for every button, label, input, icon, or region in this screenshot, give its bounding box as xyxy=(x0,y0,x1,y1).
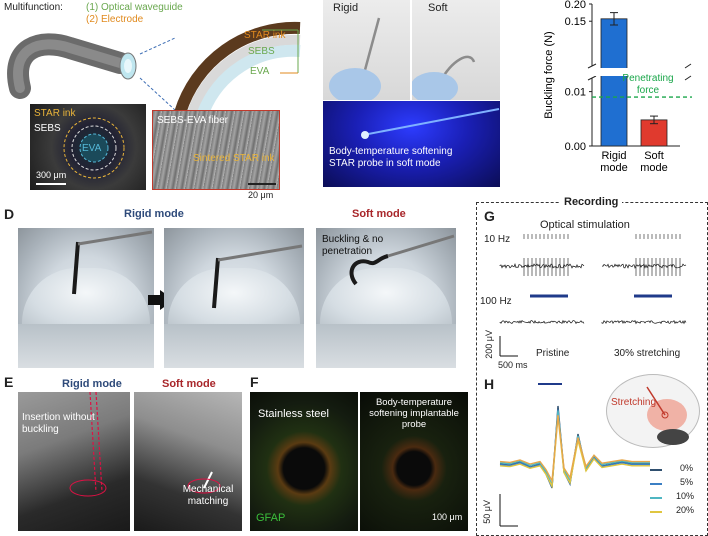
rigid-label: Rigid xyxy=(333,2,359,14)
f-right-label: Body-temperature softening implantable p… xyxy=(369,397,459,430)
cond-stretching: 30% stretching xyxy=(614,348,681,359)
legend-label-3: 20% xyxy=(676,505,695,515)
c-threshold-label: Penetrating xyxy=(622,73,673,84)
photo-soft-probe: Soft xyxy=(412,0,500,100)
c-x-tick-label: Soft xyxy=(644,150,664,162)
micro-label-sebs: SEBS xyxy=(34,123,61,134)
panel-letter-g: G xyxy=(484,208,495,224)
h-scale-voltage: 50 μV xyxy=(482,500,492,524)
e-photo-soft: Mechanical matching xyxy=(134,392,242,531)
e-left-text: Insertion without buckling xyxy=(22,412,95,435)
e-photo-rigid: Insertion without buckling xyxy=(18,392,130,531)
c-y-tick-label: 0.15 xyxy=(565,16,586,28)
h-waveform xyxy=(499,416,650,489)
d-soft-title: Soft mode xyxy=(352,208,406,220)
e-right-text: Mechanical matching xyxy=(182,484,234,507)
micro-label-eva: EVA xyxy=(82,143,102,154)
legend-label-0: 0% xyxy=(680,463,694,473)
rate-10hz: 10 Hz xyxy=(484,234,511,245)
c-y-tick-label: 0.01 xyxy=(565,87,586,99)
g-trace-100hz-pristine xyxy=(499,319,585,325)
legend-label-1: 5% xyxy=(680,477,694,487)
d-photo-1 xyxy=(18,228,154,368)
h-waveform xyxy=(499,415,650,484)
rate-100hz: 100 Hz xyxy=(480,296,512,307)
micro-label-fiber: SEBS-EVA fiber xyxy=(157,115,228,126)
legend-swatch-1 xyxy=(650,483,662,485)
f-stain-label: GFAP xyxy=(256,512,286,524)
cond-pristine: Pristine xyxy=(536,348,570,359)
c-axis-break-mark xyxy=(684,63,692,69)
c-threshold-label: force xyxy=(637,85,660,96)
mouse-inset: Stretching xyxy=(606,374,700,448)
blue-probe-caption: Body-temperature softening STAR probe in… xyxy=(329,146,453,169)
photo-rigid-probe: Rigid xyxy=(323,0,410,100)
stim-title: Optical stimulation xyxy=(540,219,630,231)
recording-traces xyxy=(499,234,687,357)
legend-swatch-2 xyxy=(650,497,662,499)
layer-sebs: SEBS xyxy=(248,46,275,57)
c-bar xyxy=(600,18,628,147)
legend-swatch-0 xyxy=(650,469,662,471)
e-rigid-title: Rigid mode xyxy=(62,378,122,390)
legend-swatch-3 xyxy=(650,511,662,513)
f-scale-label: 100 μm xyxy=(432,512,463,522)
soft-label: Soft xyxy=(428,2,448,14)
c-y-tick-label: 0.00 xyxy=(565,141,586,153)
f-photo-steel: Stainless steel GFAP xyxy=(250,392,358,531)
micro-label-star-ink: STAR ink xyxy=(34,108,76,119)
legend-label-2: 10% xyxy=(676,491,695,501)
panel-letter-h: H xyxy=(484,376,495,392)
layer-star-ink: STAR ink xyxy=(244,30,286,41)
micrograph-cross-section: STAR ink SEBS EVA 300 μm xyxy=(30,104,146,190)
stretching-inset-label: Stretching xyxy=(611,397,657,408)
multifunction-item-1: (1) Optical waveguide xyxy=(86,2,183,13)
e-soft-title: Soft mode xyxy=(162,378,216,390)
f-left-label: Stainless steel xyxy=(258,408,329,420)
d-buckling-annotation: Buckling & no penetration xyxy=(322,234,384,257)
g-scale-voltage: 200 μV xyxy=(484,330,494,359)
stretch-waveforms xyxy=(499,383,650,527)
d-rigid-title: Rigid mode xyxy=(124,208,184,220)
recording-title: Recording xyxy=(560,196,623,208)
panel-letter-d: D xyxy=(4,206,15,222)
c-axis-break-mark xyxy=(684,75,692,81)
c-axis-break-mark xyxy=(587,63,597,69)
scale-bar-20 xyxy=(248,183,276,185)
c-axis-break-mark xyxy=(587,75,597,81)
panel-letter-e: E xyxy=(4,374,14,390)
h-waveform xyxy=(499,410,650,488)
f-photo-probe: Body-temperature softening implantable p… xyxy=(360,392,468,531)
c-x-tick-label: mode xyxy=(600,162,628,174)
multifunction-item-2: (2) Electrode xyxy=(86,14,144,25)
d-photo-3: Buckling & no penetration xyxy=(316,228,456,368)
micrograph-sintered: SEBS-EVA fiber Sintered STAR ink xyxy=(152,110,280,190)
g-scale-time: 500 ms xyxy=(498,360,528,370)
panel-letter-f: F xyxy=(250,374,259,390)
layer-eva: EVA xyxy=(250,66,270,77)
micro-scale-20: 20 μm xyxy=(248,190,274,200)
g-trace-10hz-pristine xyxy=(499,262,585,269)
d-photo-2 xyxy=(164,228,304,368)
arrow-shaft xyxy=(148,295,160,305)
c-x-tick-label: Rigid xyxy=(601,150,626,162)
c-y-axis-label: Buckling force (N) xyxy=(543,31,555,118)
micro-scale-300: 300 μm xyxy=(36,170,67,180)
micro-label-sintered: Sintered STAR ink xyxy=(193,153,275,164)
c-y-tick-label: 0.20 xyxy=(565,0,586,11)
multifunction-label: Multifunction: xyxy=(4,2,63,13)
fiber-illustration xyxy=(7,21,301,113)
photo-blue-light-probe: Body-temperature softening STAR probe in… xyxy=(323,101,500,187)
c-x-tick-label: mode xyxy=(640,162,668,174)
g-trace-100hz-stretch xyxy=(601,319,687,325)
c-break-gap xyxy=(594,68,684,76)
